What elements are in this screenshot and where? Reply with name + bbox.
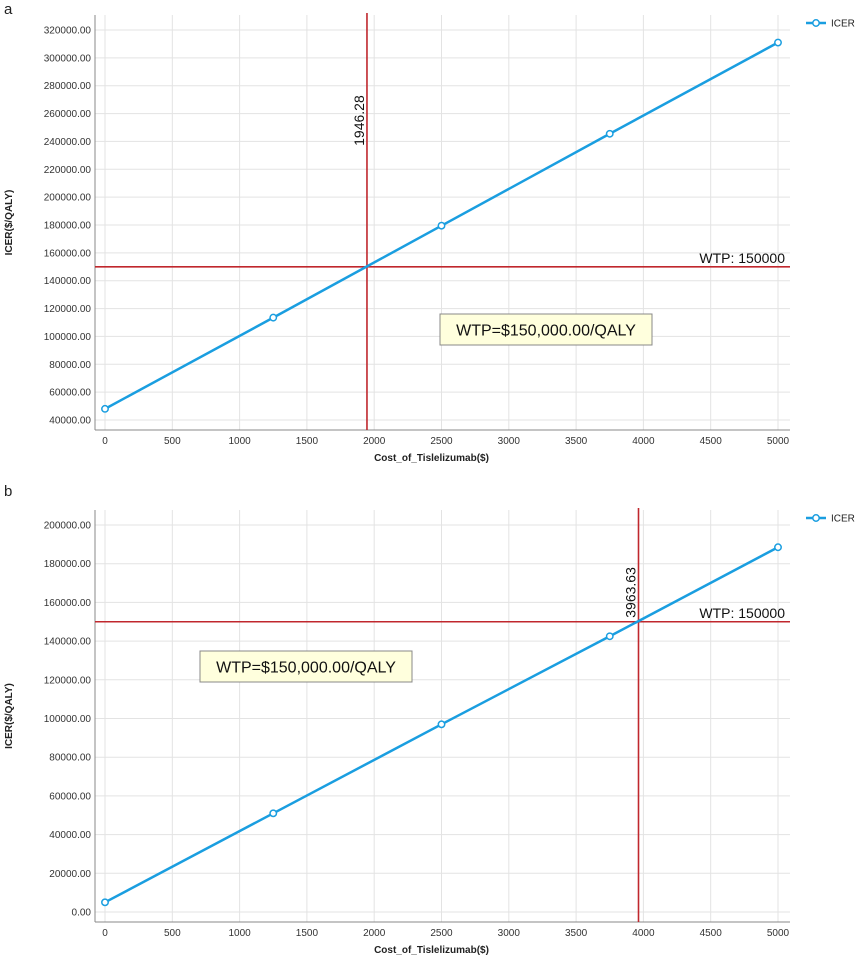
x-tick-label: 5000 — [767, 928, 790, 939]
annotation-box: WTP=$150,000.00/QALY — [439, 313, 653, 346]
y-tick-label: 200000.00 — [44, 521, 92, 532]
x-tick-label: 4000 — [632, 436, 655, 447]
x-tick-label: 2000 — [363, 928, 386, 939]
y-tick-label: 20000.00 — [49, 869, 91, 880]
y-tick-label: 100000.00 — [44, 714, 92, 725]
y-tick-label: 0.00 — [72, 908, 92, 919]
y-axis-title: ICER($/QALY) — [4, 190, 15, 256]
y-tick-label: 140000.00 — [44, 276, 92, 287]
chart-panel-b: b 0 500 1000 1500 2000 2500 3000 3500 4000 4500 500… — [4, 483, 855, 956]
annotation-background — [199, 650, 413, 683]
x-tick-label: 0 — [102, 928, 108, 939]
x-tick-label: 1000 — [228, 928, 251, 939]
annotation-text: WTP=$150,000.00/QALY — [216, 660, 396, 677]
y-tick-label: 320000.00 — [44, 26, 92, 37]
y-tick-label: 240000.00 — [44, 137, 92, 148]
x-tick-label: 500 — [164, 928, 181, 939]
annotation-text: WTP=$150,000.00/QALY — [456, 323, 636, 340]
chart-panel-a: a 0 500 1000 1500 2000 2500 3000 3500 4000 4500 500… — [4, 1, 855, 464]
legend-swatch-marker — [812, 514, 820, 522]
crossover-label: 3963.63 — [623, 567, 639, 618]
y-axis-title: ICER($/QALY) — [4, 683, 15, 749]
data-point — [437, 720, 446, 729]
y-tick-label: 60000.00 — [49, 791, 91, 802]
y-tick-label: 140000.00 — [44, 637, 92, 648]
x-tick-label: 5000 — [767, 436, 790, 447]
data-point — [437, 221, 446, 230]
x-tick-label: 3000 — [498, 928, 521, 939]
wtp-threshold-label: WTP: 150000 — [699, 605, 785, 621]
y-tick-label: 40000.00 — [49, 416, 91, 427]
y-tick-label: 120000.00 — [44, 675, 92, 686]
y-tick-label: 80000.00 — [49, 360, 91, 371]
data-point — [269, 313, 278, 322]
y-tick-label: 180000.00 — [44, 221, 92, 232]
y-tick-label: 40000.00 — [49, 830, 91, 841]
panel-label: b — [4, 483, 12, 500]
data-point — [101, 898, 109, 907]
legend: ICER — [806, 514, 855, 525]
crossover-label: 1946.28 — [351, 95, 367, 146]
data-point — [101, 404, 109, 413]
y-tick-label: 120000.00 — [44, 304, 92, 315]
y-tick-label: 220000.00 — [44, 165, 92, 176]
x-tick-label: 0 — [102, 436, 108, 447]
annotation-box: WTP=$150,000.00/QALY — [199, 650, 413, 683]
x-tick-label: 1000 — [228, 436, 251, 447]
x-tick-label: 4000 — [632, 928, 655, 939]
y-tick-label: 100000.00 — [44, 332, 92, 343]
data-point — [774, 543, 782, 552]
y-tick-label: 260000.00 — [44, 109, 92, 120]
legend: ICER — [806, 19, 855, 30]
y-tick-label: 160000.00 — [44, 598, 92, 609]
y-tick-label: 300000.00 — [44, 53, 92, 64]
x-axis-title: Cost_of_Tislelizumab($) — [374, 453, 489, 464]
wtp-threshold-label: WTP: 150000 — [699, 250, 785, 266]
data-point — [774, 38, 782, 47]
y-tick-label: 180000.00 — [44, 559, 92, 570]
y-tick-label: 80000.00 — [49, 753, 91, 764]
x-tick-label: 3500 — [565, 436, 588, 447]
panel-label: a — [4, 1, 13, 18]
legend-swatch-marker — [812, 19, 820, 27]
x-tick-label: 2500 — [430, 928, 453, 939]
annotation-background — [439, 313, 653, 346]
y-tick-label: 60000.00 — [49, 388, 91, 399]
x-tick-label: 2500 — [430, 436, 453, 447]
x-tick-label: 3500 — [565, 928, 588, 939]
y-tick-label: 280000.00 — [44, 81, 92, 92]
data-point — [605, 129, 614, 138]
x-axis-title: Cost_of_Tislelizumab($) — [374, 945, 489, 956]
x-tick-label: 1500 — [296, 436, 319, 447]
x-tick-label: 500 — [164, 436, 181, 447]
y-tick-label: 160000.00 — [44, 248, 92, 259]
legend-label: ICER — [831, 19, 855, 30]
x-tick-label: 3000 — [498, 436, 521, 447]
data-point — [269, 809, 278, 818]
x-tick-label: 4500 — [700, 436, 723, 447]
x-tick-label: 1500 — [296, 928, 319, 939]
data-point — [605, 632, 614, 641]
x-tick-label: 4500 — [700, 928, 723, 939]
x-tick-label: 2000 — [363, 436, 386, 447]
y-tick-label: 200000.00 — [44, 193, 92, 204]
legend-label: ICER — [831, 514, 855, 525]
